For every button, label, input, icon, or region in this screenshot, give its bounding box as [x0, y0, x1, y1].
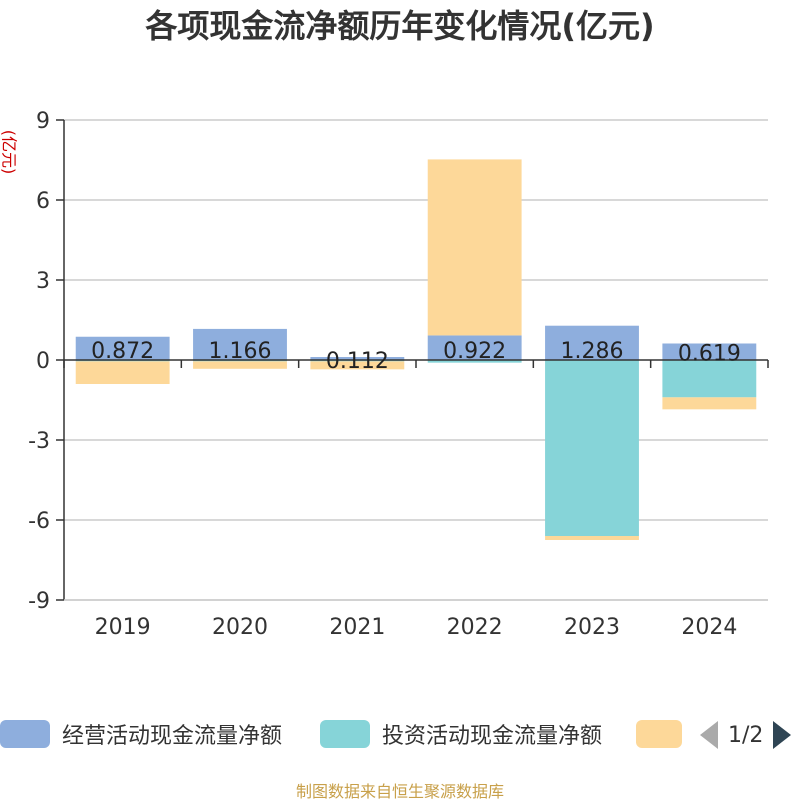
legend-item-financing[interactable]: [636, 718, 682, 750]
bar-operating-2022: [427, 335, 522, 360]
x-tick-label-2020: 2020: [212, 615, 268, 640]
bar-investing-2022: [427, 360, 522, 363]
bar-operating-2021: [310, 357, 405, 360]
legend-item-investing[interactable]: 投资活动现金流量净额: [320, 718, 602, 750]
y-tick-label: 9: [36, 109, 50, 134]
chevron-right-icon[interactable]: [773, 721, 792, 749]
x-tick-label-2024: 2024: [681, 615, 737, 640]
bar-operating-2024: [662, 343, 757, 360]
legend-page-indicator: 1/2: [728, 722, 764, 748]
data-label-2022: 0.922: [443, 339, 506, 364]
data-label-2023: 1.286: [561, 339, 624, 364]
x-tick-label-2022: 2022: [447, 615, 503, 640]
x-tick-label-2021: 2021: [329, 615, 385, 640]
legend-item-operating[interactable]: 经营活动现金流量净额: [0, 718, 282, 750]
bar-operating-2023: [545, 325, 639, 360]
y-tick-label: 3: [36, 269, 50, 294]
data-label-2021: 0.112: [326, 349, 389, 374]
axes: 9 6 3 0 -3 -6 -9 2019 2020 2021 2022 2023 2024: [28, 109, 769, 640]
y-tick-label: -9: [28, 589, 50, 614]
data-label-2024: 0.619: [678, 342, 741, 367]
cash-flow-chart: 9 6 3 0 -3 -6 -9 2019 2020 2021 2022 2023 2024 0.872…: [28, 109, 769, 640]
bar-financing-2021: [310, 361, 405, 370]
bar-investing-2024: [662, 360, 757, 398]
y-tick-label: 6: [36, 189, 50, 214]
x-tick-label-2023: 2023: [564, 615, 620, 640]
legend-label-investing: 投资活动现金流量净额: [382, 724, 603, 749]
bar-financing-2020: [193, 361, 287, 369]
x-tick-label-2019: 2019: [95, 615, 151, 640]
bar-investing-2023: [545, 360, 639, 536]
bars: [75, 159, 757, 540]
data-labels: 0.872 1.166 0.112 0.922 1.286 0.619: [91, 339, 741, 374]
legend-swatch-operating: [0, 720, 50, 748]
chevron-left-icon[interactable]: [700, 721, 718, 749]
chart-title: 各项现金流净额历年变化情况(亿元): [145, 7, 655, 45]
bar-financing-2023: [545, 536, 639, 540]
data-source-note: 制图数据来自恒生聚源数据库: [295, 782, 504, 801]
bar-financing-2024: [662, 397, 757, 410]
legend-pager: 1/2: [700, 720, 792, 750]
bar-operating-2019: [75, 336, 170, 360]
legend: 经营活动现金流量净额 投资活动现金流量净额 1/2: [0, 712, 800, 756]
legend-swatch-investing: [320, 720, 370, 748]
bar-financing-2022: [427, 159, 522, 336]
data-label-2020: 1.166: [209, 339, 272, 364]
y-tick-label: -6: [28, 509, 50, 534]
bar-operating-2020: [193, 328, 287, 360]
y-tick-label: -3: [28, 429, 50, 454]
bar-financing-2019: [75, 361, 170, 384]
legend-label-operating: 经营活动现金流量净额: [62, 724, 283, 749]
legend-swatch-financing: [636, 720, 682, 748]
data-label-2019: 0.872: [91, 339, 154, 364]
y-tick-label: 0: [36, 349, 50, 374]
